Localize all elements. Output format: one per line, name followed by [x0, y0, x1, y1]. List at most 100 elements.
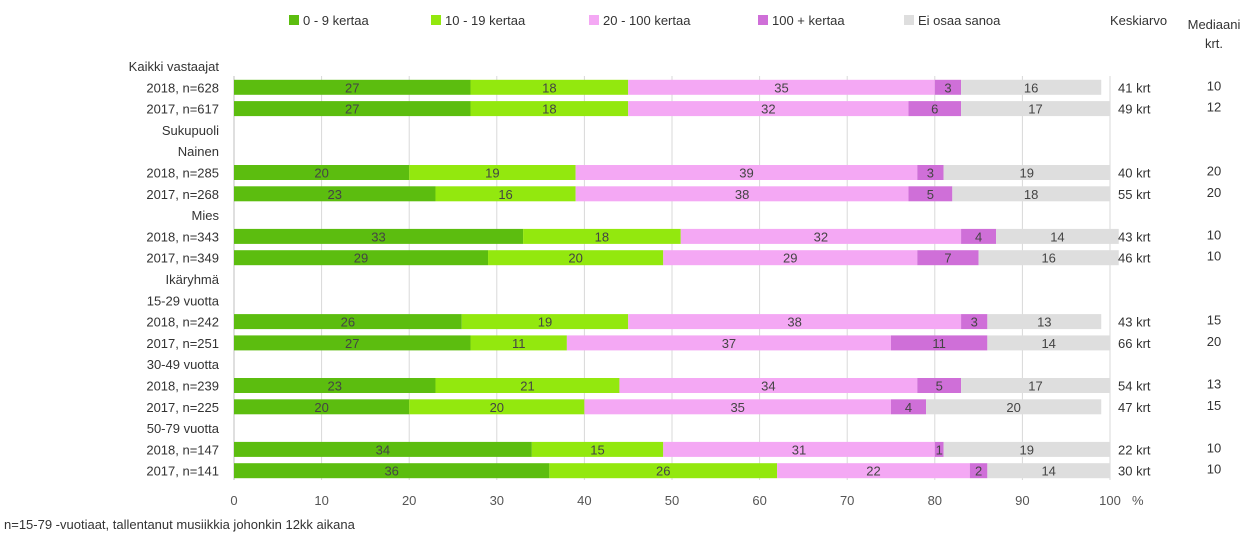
data-label: 20 [1006, 400, 1020, 415]
legend: 0 - 9 kertaa 10 - 19 kertaa 20 - 100 kerta… [289, 13, 1001, 28]
bar-segment [234, 335, 471, 351]
data-label: 17 [1028, 102, 1042, 117]
data-label: 23 [328, 187, 342, 202]
bar-segment [987, 463, 1110, 479]
data-label: 38 [735, 187, 749, 202]
bar-segment [663, 441, 935, 457]
data-label: 11 [932, 336, 946, 351]
mean-value: 41 krt [1118, 80, 1151, 95]
row-label: 2017, n=617 [146, 102, 219, 117]
data-label: 18 [595, 229, 609, 244]
data-label: 20 [314, 400, 328, 415]
data-label: 35 [774, 80, 788, 95]
bar-segment [234, 250, 489, 266]
median-value: 10 [1207, 440, 1221, 455]
data-label: 19 [538, 315, 552, 330]
bar-segment [234, 79, 471, 95]
median-value: 12 [1207, 100, 1221, 115]
legend-swatch [758, 15, 768, 25]
median-column-header-unit: krt. [1205, 36, 1223, 51]
bar-segment [961, 314, 988, 330]
bar-segment [628, 314, 962, 330]
legend-swatch [431, 15, 441, 25]
data-label: 37 [722, 336, 736, 351]
mean-value: 46 krt [1118, 251, 1151, 266]
bar-segment [961, 378, 1110, 393]
bar-segment [996, 228, 1119, 244]
legend-swatch [904, 15, 914, 25]
bar-segment [435, 186, 576, 202]
bar-segment [961, 228, 997, 244]
x-tick-label: 60 [752, 493, 766, 508]
data-label: 23 [328, 379, 342, 394]
data-label: 34 [376, 442, 390, 457]
data-label: 14 [1050, 229, 1064, 244]
group-label: Kaikki vastaajat [129, 59, 220, 74]
bar-segment [663, 250, 918, 266]
data-label: 20 [568, 251, 582, 266]
bar-segment [926, 399, 1102, 415]
data-label: 2 [975, 464, 982, 479]
median-value: 10 [1207, 249, 1221, 264]
bar-segment [969, 463, 988, 479]
bar-segment [619, 378, 918, 393]
x-axis-unit: % [1132, 493, 1144, 508]
x-tick-label: 100 [1099, 493, 1121, 508]
data-label: 3 [927, 166, 934, 181]
median-value: 15 [1207, 313, 1221, 328]
data-label: 5 [927, 187, 934, 202]
mean-column-header: Keskiarvo [1110, 13, 1167, 28]
group-label: 50-79 vuotta [147, 421, 220, 436]
data-label: 14 [1041, 464, 1055, 479]
x-tick-label: 80 [928, 493, 942, 508]
bar-segment [470, 79, 629, 95]
bar-segment [531, 441, 664, 457]
data-label: 6 [931, 102, 938, 117]
data-label: 19 [485, 166, 499, 181]
x-tick-label: 30 [490, 493, 504, 508]
bar-segment [908, 186, 953, 202]
data-label: 39 [739, 166, 753, 181]
grid-lines [233, 76, 1111, 480]
data-label: 29 [783, 251, 797, 266]
data-label: 1 [936, 442, 943, 457]
bar-segment [488, 250, 664, 266]
legend-label: 20 - 100 kertaa [603, 13, 691, 28]
group-label: Ikäryhmä [166, 272, 220, 287]
bar-segment [917, 378, 962, 393]
bar-segment [234, 463, 550, 479]
bar-segment [961, 79, 1102, 95]
data-label: 26 [656, 464, 670, 479]
legend-label: Ei osaa sanoa [918, 13, 1001, 28]
median-value: 10 [1207, 462, 1221, 477]
bar-segment [917, 165, 944, 180]
legend-swatch [289, 15, 299, 25]
row-label: 2018, n=242 [146, 315, 219, 330]
legend-swatch [589, 15, 599, 25]
bar-segment [549, 463, 778, 479]
data-label: 26 [341, 315, 355, 330]
median-value: 15 [1207, 398, 1221, 413]
data-label: 3 [971, 315, 978, 330]
data-label: 4 [975, 229, 982, 244]
mean-value: 43 krt [1118, 315, 1151, 330]
x-tick-label: 20 [402, 493, 416, 508]
data-label: 27 [345, 102, 359, 117]
bar-segment [523, 228, 681, 244]
bar-segment [891, 335, 988, 351]
bar-segment [409, 165, 576, 180]
column-headers: Keskiarvo Mediaani krt. [1110, 13, 1240, 51]
bar-segment [461, 314, 629, 330]
row-label: 2017, n=349 [146, 251, 219, 266]
x-axis: % 0 10 20 30 40 50 60 70 80 90 100 [230, 493, 1144, 508]
bar-segment [943, 441, 1110, 457]
bar-segment [952, 186, 1110, 202]
bar-segment [470, 101, 629, 117]
median-value: 10 [1207, 78, 1221, 93]
data-label: 35 [730, 400, 744, 415]
legend-label: 100 + kertaa [772, 13, 845, 28]
data-label: 36 [384, 464, 398, 479]
data-label: 14 [1041, 336, 1055, 351]
row-label: 2018, n=628 [146, 80, 219, 95]
